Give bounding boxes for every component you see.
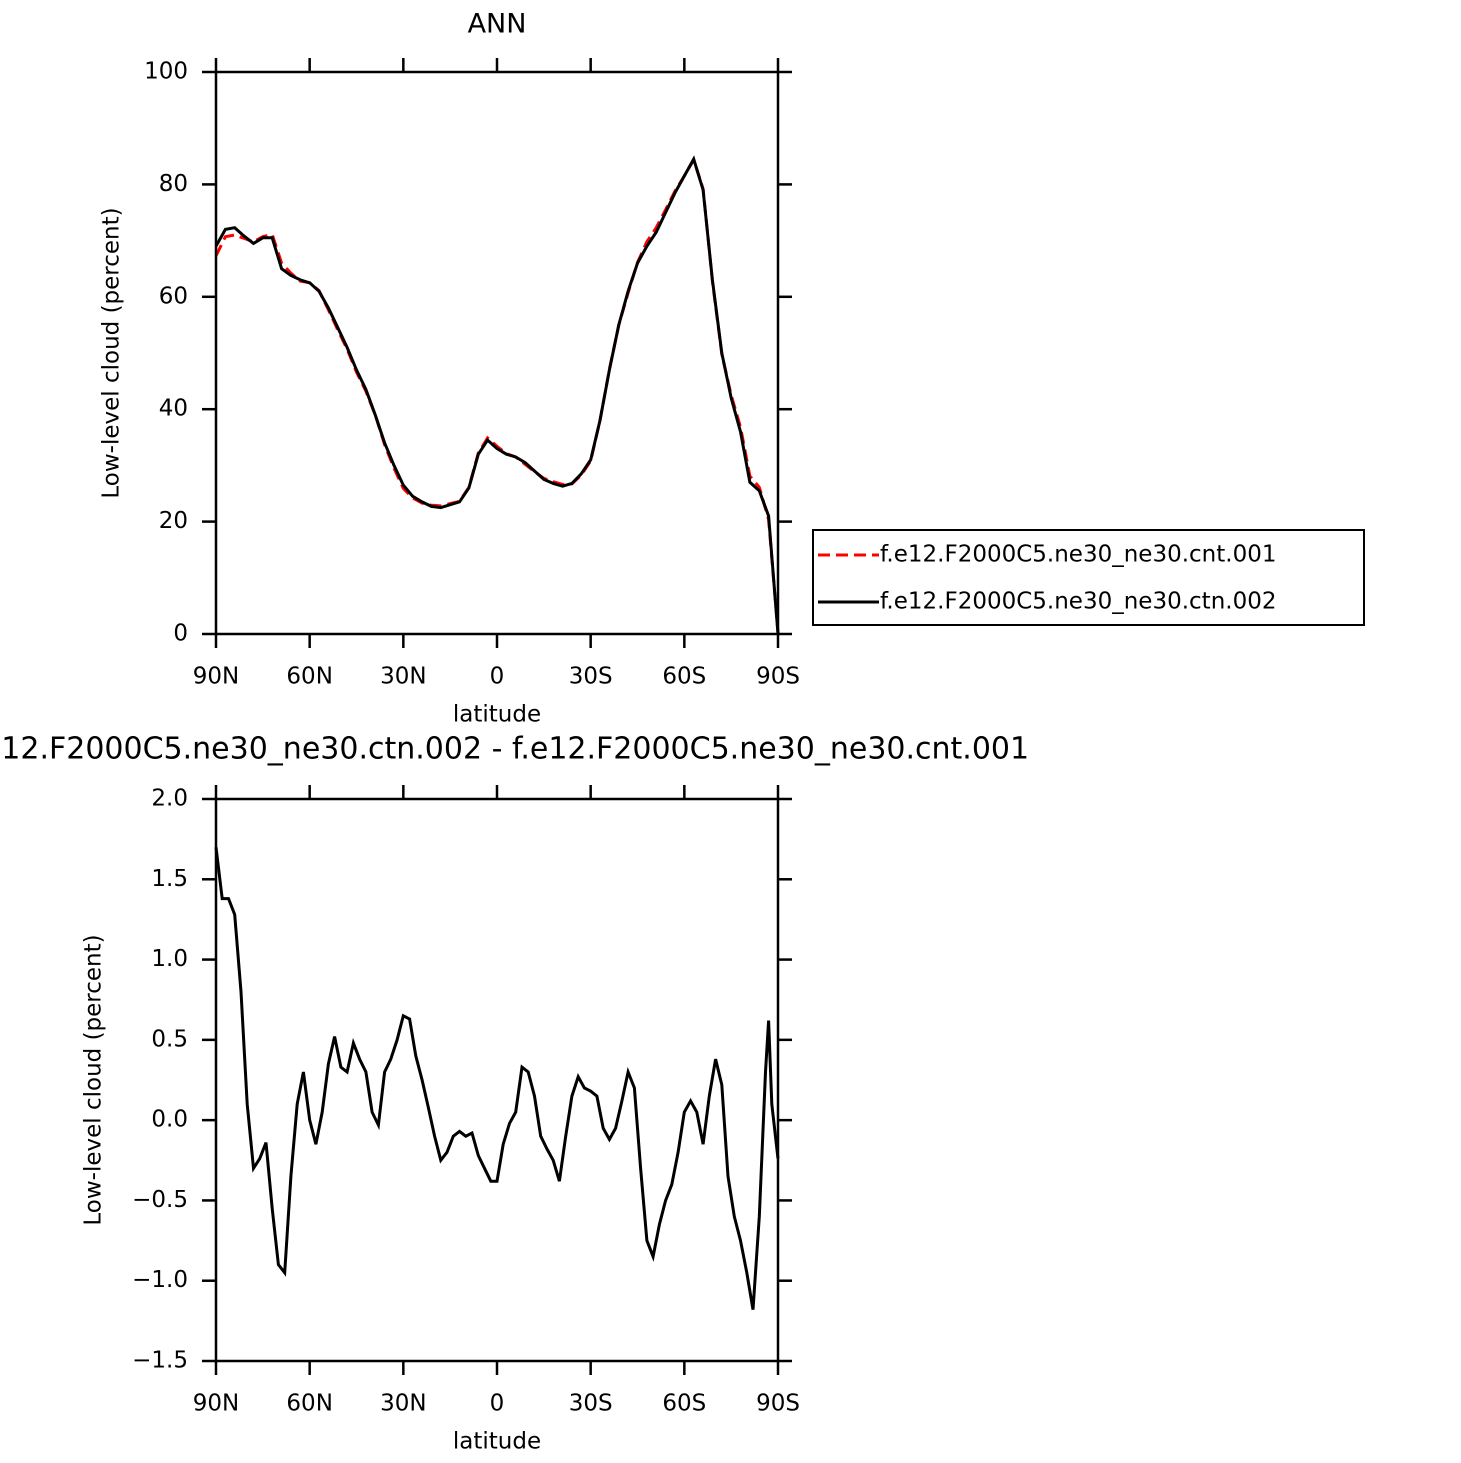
y-axis-label: Low-level cloud (percent) xyxy=(81,934,107,1225)
data-line xyxy=(214,847,780,1310)
y-tick-label: 1.5 xyxy=(151,866,188,892)
x-tick-label: 30N xyxy=(380,1391,426,1417)
x-tick-label: 30S xyxy=(569,1391,613,1417)
x-tick-label: 0 xyxy=(490,1391,505,1417)
legend-label: f.e12.F2000C5.ne30_ne30.ctn.002 xyxy=(880,589,1276,615)
x-tick-label: 60S xyxy=(662,664,706,690)
x-tick-label: 90S xyxy=(756,1391,800,1417)
y-tick-label: −1.5 xyxy=(132,1348,188,1374)
plot-frame xyxy=(214,70,780,636)
chart-title: f.e12.F2000C5.ne30_ne30.ctn.002 - f.e12.… xyxy=(0,732,1029,767)
y-tick-label: 20 xyxy=(159,508,188,534)
chart-title: ANN xyxy=(468,9,527,40)
x-tick-label: 90S xyxy=(756,664,800,690)
x-axis-label: latitude xyxy=(453,1429,541,1455)
y-tick-label: 100 xyxy=(144,59,188,85)
y-tick-label: −0.5 xyxy=(132,1187,188,1213)
plot-frame xyxy=(214,797,780,1363)
data-line xyxy=(214,156,780,634)
y-tick-label: 40 xyxy=(159,396,188,422)
y-tick-label: 0.0 xyxy=(151,1107,188,1133)
legend-box xyxy=(812,529,1365,626)
y-tick-label: 0.5 xyxy=(151,1026,188,1052)
x-tick-label: 30S xyxy=(569,664,613,690)
x-tick-label: 30N xyxy=(380,664,426,690)
y-tick-label: 2.0 xyxy=(151,786,188,812)
x-tick-label: 0 xyxy=(490,664,505,690)
x-tick-label: 60S xyxy=(662,1391,706,1417)
y-axis-label: Low-level cloud (percent) xyxy=(99,207,125,498)
y-tick-label: 80 xyxy=(159,171,188,197)
y-tick-label: 1.0 xyxy=(151,946,188,972)
x-tick-label: 90N xyxy=(193,1391,239,1417)
legend-label: f.e12.F2000C5.ne30_ne30.cnt.001 xyxy=(880,542,1276,568)
y-tick-label: 0 xyxy=(173,621,188,647)
y-tick-label: 60 xyxy=(159,283,188,309)
x-tick-label: 90N xyxy=(193,664,239,690)
x-tick-label: 60N xyxy=(286,1391,332,1417)
x-axis-label: latitude xyxy=(453,702,541,728)
y-tick-label: −1.0 xyxy=(132,1267,188,1293)
data-line xyxy=(214,155,780,635)
x-tick-label: 60N xyxy=(286,664,332,690)
